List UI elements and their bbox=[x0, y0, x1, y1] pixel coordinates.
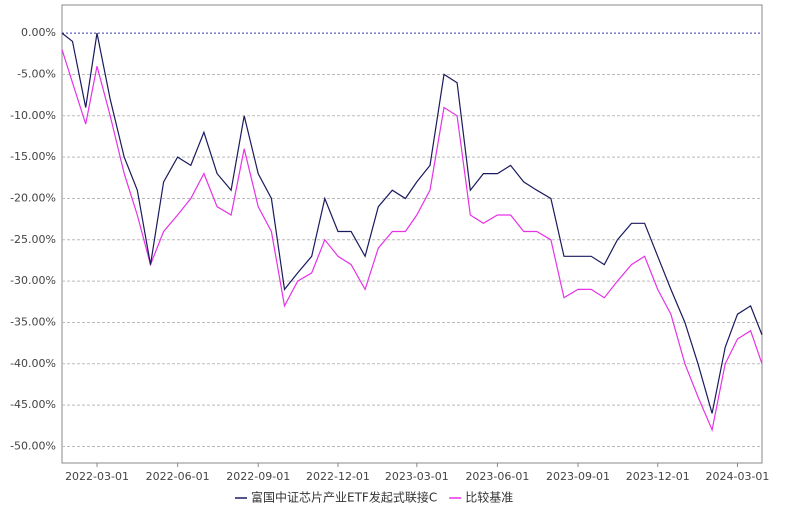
series-line bbox=[61, 32, 763, 414]
y-tick-label: -40.00% bbox=[10, 357, 56, 370]
x-tick-label: 2022-06-01 bbox=[146, 470, 210, 483]
x-tick-label: 2024-03-01 bbox=[706, 470, 770, 483]
legend-label: 富国中证芯片产业ETF发起式联接C bbox=[251, 490, 437, 505]
y-tick-label: 0.00% bbox=[21, 26, 56, 39]
x-tick-label: 2022-12-01 bbox=[306, 470, 370, 483]
y-tick-label: -5.00% bbox=[17, 67, 56, 80]
y-tick-label: -35.00% bbox=[10, 315, 56, 328]
x-tick-label: 2023-12-01 bbox=[626, 470, 690, 483]
y-tick-label: -20.00% bbox=[10, 191, 56, 204]
x-tick-label: 2023-06-01 bbox=[465, 470, 529, 483]
y-tick-label: -30.00% bbox=[10, 274, 56, 287]
x-tick-label: 2022-09-01 bbox=[226, 470, 290, 483]
legend-label: 比较基准 bbox=[465, 490, 513, 505]
y-tick-label: -10.00% bbox=[10, 109, 56, 122]
x-tick-label: 2023-03-01 bbox=[385, 470, 449, 483]
series-line bbox=[61, 49, 763, 432]
y-tick-label: -15.00% bbox=[10, 150, 56, 163]
x-tick-label: 2023-09-01 bbox=[546, 470, 610, 483]
x-tick-label: 2022-03-01 bbox=[65, 470, 129, 483]
plot-frame bbox=[61, 4, 763, 464]
y-tick-label: -25.00% bbox=[10, 233, 56, 246]
y-tick-label: -45.00% bbox=[10, 398, 56, 411]
y-tick-label: -50.00% bbox=[10, 439, 56, 452]
